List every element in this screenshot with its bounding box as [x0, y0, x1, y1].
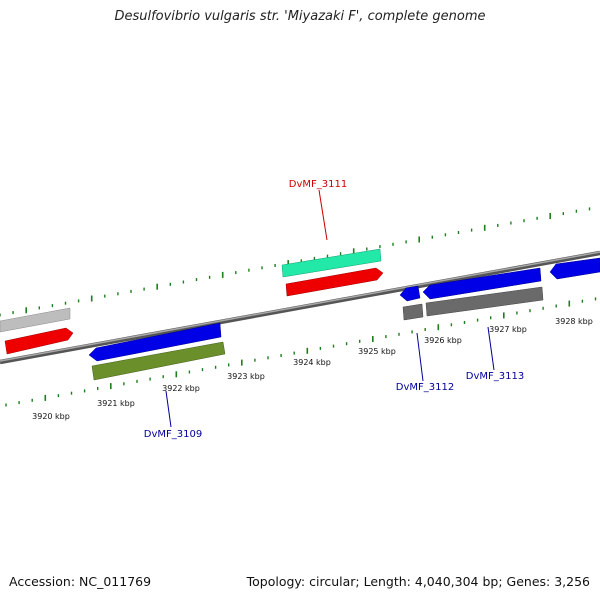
gene-feature-olive-3109[interactable] — [91, 341, 226, 381]
gene-feature-rna-3111[interactable] — [281, 248, 382, 278]
gene-label-3112[interactable]: DvMF_3112 — [396, 382, 454, 393]
gene-feature-cds-3113[interactable] — [422, 267, 542, 300]
tick-label: 3927 kbp — [489, 325, 527, 334]
leader-line-3113 — [487, 326, 495, 371]
leader-line-3111 — [318, 189, 328, 241]
tick-label: 3926 kbp — [424, 336, 462, 345]
gene-feature-cds-right[interactable] — [549, 257, 600, 280]
gene-feature-gray-left[interactable] — [0, 307, 71, 333]
gene-feature-dark-small[interactable] — [402, 303, 424, 321]
lower-tick-row — [5, 297, 597, 407]
tick-label: 3925 kbp — [358, 347, 396, 356]
genome-backbone-highlight — [0, 251, 600, 362]
tick-label: 3921 kbp — [97, 399, 135, 408]
gene-label-3111[interactable]: DvMF_3111 — [289, 179, 347, 190]
tick-label: 3924 kbp — [293, 358, 331, 367]
gene-feature-dark-long[interactable] — [425, 286, 544, 317]
kbp-tick-labels: 3920 kbp 3921 kbp 3922 kbp 3923 kbp 3924… — [32, 317, 593, 421]
tick-label: 3920 kbp — [32, 412, 70, 421]
tick-label: 3922 kbp — [162, 384, 200, 393]
accession-text: Accession: NC_011769 — [9, 574, 152, 589]
map-title: Desulfovibrio vulgaris str. 'Miyazaki F'… — [114, 9, 486, 24]
gene-feature-red-left[interactable] — [4, 327, 74, 355]
gene-feature-cds-3112[interactable] — [399, 285, 421, 302]
gene-label-3113[interactable]: DvMF_3113 — [466, 371, 524, 382]
leader-line-3112 — [416, 332, 424, 382]
tick-label: 3928 kbp — [555, 317, 593, 326]
gene-label-3109[interactable]: DvMF_3109 — [144, 429, 202, 440]
genome-backbone — [0, 250, 600, 365]
genome-summary-text: Topology: circular; Length: 4,040,304 bp… — [246, 574, 590, 589]
gene-feature-cds-3109[interactable] — [88, 322, 222, 362]
gene-feature-cds-3111[interactable] — [285, 267, 384, 297]
leader-line-3109 — [165, 390, 172, 428]
tick-label: 3923 kbp — [227, 372, 265, 381]
